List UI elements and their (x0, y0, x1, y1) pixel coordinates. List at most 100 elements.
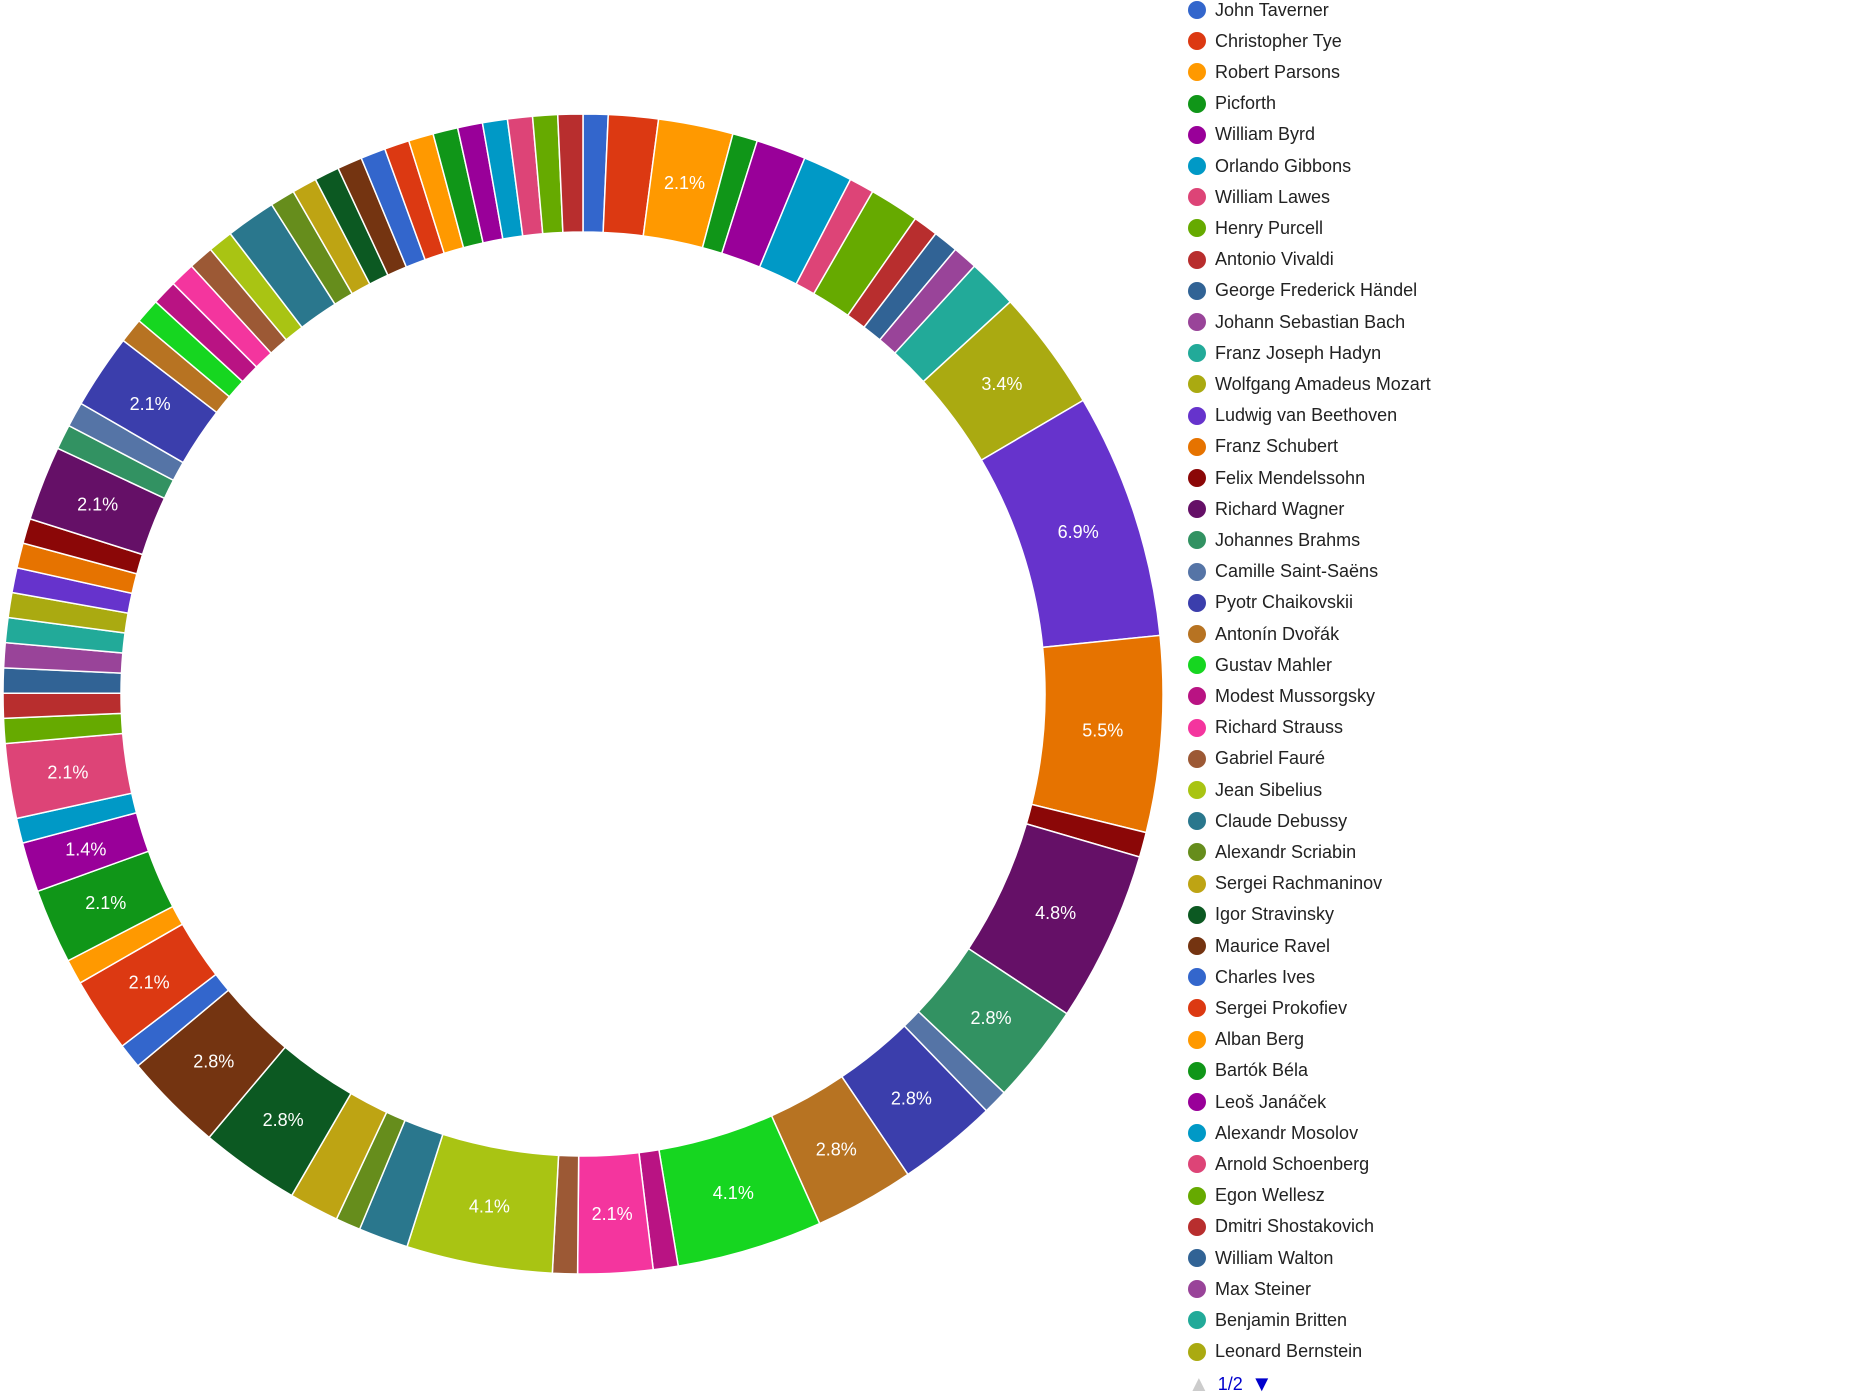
legend-swatch (1188, 313, 1206, 331)
legend-swatch (1188, 63, 1206, 82)
legend-label: Alexandr Scriabin (1215, 841, 1357, 862)
donut-slice[interactable] (2, 692, 123, 720)
legend-item[interactable]: Egon Wellesz (1188, 1184, 1325, 1208)
legend-item[interactable]: Maurice Ravel (1188, 934, 1330, 958)
legend-item[interactable]: Jean Sibelius (1188, 778, 1322, 802)
legend-label: Henry Purcell (1215, 217, 1324, 238)
legend-swatch (1188, 718, 1206, 737)
legend-swatch (1188, 874, 1206, 893)
legend-item[interactable]: Dmitri Shostakovich (1188, 1215, 1374, 1239)
legend-label: Max Steiner (1215, 1278, 1312, 1299)
legend-item[interactable]: Arnold Schoenberg (1188, 1152, 1369, 1176)
legend-label: Richard Wagner (1215, 498, 1345, 519)
legend-item[interactable]: Alexandr Mosolov (1188, 1121, 1358, 1145)
legend-label: Leonard Bernstein (1215, 1341, 1363, 1362)
legend-label: Johann Sebastian Bach (1215, 311, 1406, 332)
donut-slice[interactable] (556, 113, 584, 234)
legend-swatch (1188, 1280, 1206, 1299)
legend-swatch (1188, 1155, 1206, 1174)
legend-item[interactable]: Alban Berg (1188, 1028, 1304, 1052)
legend-swatch (1188, 1093, 1206, 1111)
slice-percent-label: 4.1% (713, 1183, 754, 1203)
legend-item[interactable]: Robert Parsons (1188, 60, 1340, 84)
legend-item[interactable]: Leonard Bernstein (1188, 1340, 1362, 1364)
legend-item[interactable]: Franz Schubert (1188, 435, 1338, 459)
legend-swatch (1188, 1342, 1206, 1361)
legend-item[interactable]: Henry Purcell (1188, 216, 1323, 240)
legend-label: Camille Saint-Saëns (1215, 561, 1379, 582)
slice-percent-label: 3.4% (981, 374, 1022, 394)
legend-item[interactable]: Franz Joseph Hadyn (1188, 341, 1381, 365)
legend-swatch (1188, 250, 1206, 269)
legend-item[interactable]: Felix Mendelssohn (1188, 466, 1365, 490)
legend-item[interactable]: Benjamin Britten (1188, 1308, 1347, 1332)
legend-item[interactable]: Pyotr Chaikovskii (1188, 591, 1353, 615)
slice-percent-label: 4.8% (1035, 903, 1076, 923)
legend-item[interactable]: Johann Sebastian Bach (1188, 310, 1405, 334)
page-indicator: 1/2 (1217, 1373, 1243, 1394)
legend-item[interactable]: Bartók Béla (1188, 1059, 1308, 1083)
legend-item[interactable]: George Frederick Händel (1188, 279, 1417, 303)
legend-swatch (1188, 812, 1206, 831)
legend-label: Arnold Schoenberg (1215, 1153, 1370, 1174)
legend-swatch (1188, 219, 1206, 238)
legend-swatch (1188, 968, 1206, 987)
legend-item[interactable]: Antonín Dvořák (1188, 622, 1339, 646)
legend-item[interactable]: Claude Debussy (1188, 809, 1347, 833)
legend-label: Dmitri Shostakovich (1215, 1216, 1375, 1237)
legend-item[interactable]: Sergei Rachmaninov (1188, 872, 1382, 896)
legend-item[interactable]: Wolfgang Amadeus Mozart (1188, 372, 1431, 396)
legend-swatch (1188, 469, 1206, 487)
legend-item[interactable]: Alexandr Scriabin (1188, 840, 1356, 864)
legend-item[interactable]: Richard Wagner (1188, 497, 1344, 521)
legend-label: Ludwig van Beethoven (1215, 405, 1398, 426)
legend-swatch (1188, 531, 1206, 550)
legend-item[interactable]: Gabriel Fauré (1188, 747, 1325, 771)
legend-swatch (1188, 188, 1206, 207)
legend-item[interactable]: Camille Saint-Saëns (1188, 560, 1378, 584)
legend-label: Wolfgang Amadeus Mozart (1215, 373, 1431, 394)
legend-swatch (1188, 375, 1206, 394)
legend-item[interactable]: Orlando Gibbons (1188, 154, 1351, 178)
legend-label: Orlando Gibbons (1215, 155, 1352, 176)
legend-label: Richard Strauss (1215, 717, 1344, 738)
legend-item[interactable]: Charles Ives (1188, 965, 1315, 989)
legend-item[interactable]: Richard Strauss (1188, 716, 1343, 740)
legend-swatch (1188, 1217, 1206, 1236)
legend-item[interactable]: Picforth (1188, 92, 1276, 116)
slice-percent-label: 6.9% (1058, 522, 1099, 542)
legend-label: Charles Ives (1215, 966, 1316, 987)
legend-swatch (1188, 625, 1206, 643)
legend-label: William Lawes (1215, 186, 1331, 207)
legend-item[interactable]: Johannes Brahms (1188, 528, 1360, 552)
legend-label: Johannes Brahms (1215, 529, 1361, 550)
legend-swatch (1188, 281, 1206, 300)
legend-item[interactable]: John Taverner (1188, 0, 1329, 22)
legend-item[interactable]: Igor Stravinsky (1188, 903, 1334, 927)
legend-item[interactable]: Gustav Mahler (1188, 653, 1332, 677)
legend-label: Igor Stravinsky (1215, 904, 1335, 925)
legend-swatch (1188, 687, 1206, 706)
legend-swatch (1188, 500, 1206, 519)
legend-item[interactable]: Sergei Prokofiev (1188, 996, 1347, 1020)
slice-percent-label: 1.4% (65, 840, 106, 860)
slice-percent-label: 2.8% (891, 1089, 932, 1109)
donut-chart: 2.1% 3.4% 6.9% 5.5% 4.8% 2.8% 2.8% 2.8% 4.1% 2.1%… (2, 113, 1164, 1275)
legend-item[interactable]: William Walton (1188, 1246, 1333, 1270)
legend-item[interactable]: Max Steiner (1188, 1277, 1311, 1301)
slice-percent-label: 2.1% (129, 973, 170, 993)
legend: John Taverner Christopher Tye Robert Parso… (1188, 0, 1868, 1396)
legend-item[interactable]: William Lawes (1188, 185, 1330, 209)
legend-item[interactable]: William Byrd (1188, 123, 1315, 147)
triangle-down-icon[interactable]: ▼ (1250, 1371, 1273, 1396)
legend-item[interactable]: Modest Mussorgsky (1188, 684, 1375, 708)
legend-item[interactable]: Leoš Janáček (1188, 1090, 1326, 1114)
legend-item[interactable]: Ludwig van Beethoven (1188, 404, 1397, 428)
legend-label: Benjamin Britten (1215, 1309, 1348, 1330)
legend-swatch (1188, 999, 1206, 1018)
legend-item[interactable]: Christopher Tye (1188, 29, 1342, 53)
legend-label: Pyotr Chaikovskii (1215, 592, 1354, 613)
legend-label: Sergei Rachmaninov (1215, 873, 1383, 894)
legend-item[interactable]: Antonio Vivaldi (1188, 248, 1334, 272)
slice-percent-label: 2.1% (592, 1204, 633, 1224)
